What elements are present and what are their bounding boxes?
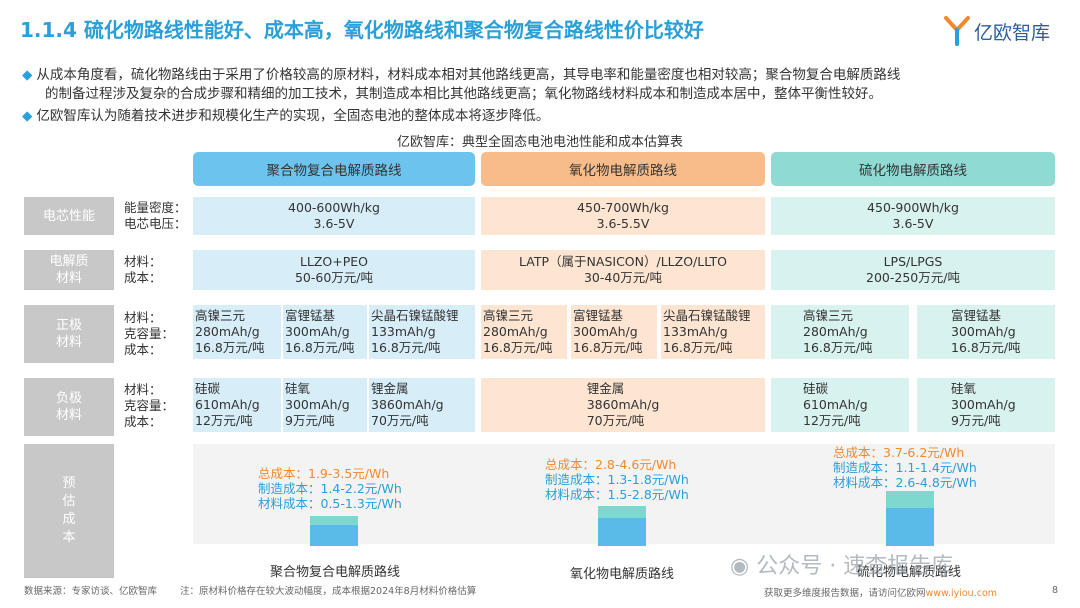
manufacturing-cost-oxide: 制造成本：1.3-1.8元/Wh — [545, 472, 689, 487]
page-title: 1.1.4 硫化物路线性能好、成本高，氧化物路线和聚合物复合路线性价比较好 — [20, 18, 704, 42]
cell-electrolyte-sulfide: LPS/LPGS 200-250万元/吨 — [771, 250, 1055, 290]
wechat-icon: ◉ — [730, 554, 750, 579]
cell-anode-polymer-3: 锂金属 3860mAh/g 70万元/吨 — [369, 378, 475, 432]
cell-cathode-oxide-3: 尖晶石镍锰酸锂 133mAh/g 16.8万元/吨 — [661, 305, 765, 359]
cost-group-polymer: 总成本：1.9-3.5元/Wh 制造成本：1.4-2.2元/Wh 材料成本：0.… — [258, 466, 402, 511]
material-cost-sulfide: 材料成本：2.6-4.8元/Wh — [833, 475, 977, 490]
row-label-cathode: 正极 材料 — [24, 305, 114, 363]
cost-bar-top-sulfide — [886, 491, 934, 508]
cell-anode-polymer-2: 硅氧 300mAh/g 9万元/吨 — [283, 378, 367, 432]
cost-bar-polymer — [310, 516, 358, 546]
cell-electrolyte-oxide: LATP（属于NASICON）/LLZO/LLTO 30-40万元/吨 — [481, 250, 765, 290]
material-cost-oxide: 材料成本：1.5-2.8元/Wh — [545, 487, 689, 502]
table-title: 亿欧智库：典型全固态电池电池性能和成本估算表 — [396, 135, 683, 150]
bullet-marker-icon: ◆ — [22, 67, 33, 83]
material-cost-polymer: 材料成本：0.5-1.3元/Wh — [258, 496, 402, 511]
cost-label-oxide: 氧化物电解质路线 — [570, 567, 675, 582]
cell-performance-polymer: 400-600Wh/kg 3.6-5V — [193, 197, 475, 235]
cell-performance-sulfide: 450-900Wh/kg 3.6-5V — [771, 197, 1055, 235]
cost-group-oxide: 总成本：2.8-4.6元/Wh 制造成本：1.3-1.8元/Wh 材料成本：1.… — [545, 457, 689, 502]
cell-anode-sulfide-1: 硅碳 610mAh/g 12万元/吨 — [771, 378, 909, 432]
cost-bar-bottom-polymer — [310, 525, 358, 546]
cost-bar-bottom-sulfide — [886, 508, 934, 546]
row-keys-electrolyte: 材料： 成本： — [124, 254, 162, 285]
cell-anode-sulfide-2: 硅氧 300mAh/g 9万元/吨 — [917, 378, 1055, 432]
column-header-polymer: 聚合物复合电解质路线 — [193, 152, 475, 186]
manufacturing-cost-sulfide: 制造成本：1.1-1.4元/Wh — [833, 460, 977, 475]
footer-right: 获取更多维度报告数据，请访问亿欧网www.iyiou.com — [764, 588, 998, 599]
row-keys-performance: 能量密度： 电芯电压： — [124, 200, 187, 231]
column-header-oxide: 氧化物电解质路线 — [481, 152, 765, 186]
row-label-performance: 电芯性能 — [24, 197, 114, 235]
cell-cathode-sulfide-2: 富锂锰基 300mAh/g 16.8万元/吨 — [917, 305, 1055, 359]
bullet-1-cont: 的制备过程涉及复杂的合成步骤和精细的加工技术，其制造成本相比其他路线更高；氧化物… — [45, 86, 882, 102]
logo-icon — [944, 16, 970, 46]
row-label-electrolyte: 电解质 材料 — [24, 250, 114, 290]
cell-cathode-polymer-3: 尖晶石镍锰酸锂 133mAh/g 16.8万元/吨 — [369, 305, 475, 359]
bullet-marker-icon: ◆ — [22, 108, 33, 124]
column-header-sulfide: 硫化物电解质路线 — [771, 152, 1055, 186]
cell-electrolyte-polymer: LLZO+PEO 50-60万元/吨 — [193, 250, 475, 290]
cell-anode-polymer-1: 硅碳 610mAh/g 12万元/吨 — [193, 378, 281, 432]
total-cost-polymer: 总成本：1.9-3.5元/Wh — [258, 466, 390, 481]
row-keys-cathode: 材料： 克容量： 成本： — [124, 310, 175, 357]
page-number: 8 — [1052, 585, 1059, 596]
cost-bar-top-oxide — [598, 506, 646, 518]
cell-performance-oxide: 450-700Wh/kg 3.6-5.5V — [481, 197, 765, 235]
logo-text: 亿欧智库 — [974, 21, 1051, 44]
cost-bar-bottom-oxide — [598, 518, 646, 546]
row-label-cost: 预 估 成 本 — [24, 444, 114, 578]
watermark: ◉ 公众号 · 速查报告库 — [730, 554, 954, 579]
bullet-1: ◆ 从成本角度看，硫化物路线由于采用了价格较高的原材料，材料成本相对其他路线更高，… — [22, 67, 901, 83]
cell-cathode-polymer-2: 富锂锰基 300mAh/g 16.8万元/吨 — [283, 305, 367, 359]
cell-cathode-oxide-1: 高镍三元 280mAh/g 16.8万元/吨 — [481, 305, 567, 359]
cost-group-sulfide: 总成本：3.7-6.2元/Wh 制造成本：1.1-1.4元/Wh 材料成本：2.… — [833, 445, 977, 490]
manufacturing-cost-polymer: 制造成本：1.4-2.2元/Wh — [258, 481, 402, 496]
cost-label-sulfide: 硫化物电解质路线 — [857, 565, 962, 580]
cost-label-polymer: 聚合物复合电解质路线 — [270, 565, 401, 580]
row-keys-anode: 材料： 克容量： 成本： — [124, 382, 175, 429]
bullet-2: ◆ 亿欧智库认为随着技术进步和规模化生产的实现，全固态电池的整体成本将逐步降低。 — [22, 108, 550, 124]
cost-bar-oxide — [598, 506, 646, 546]
footer-source: 数据来源：专家访谈、亿欧智库 — [24, 586, 158, 597]
cost-bar-top-polymer — [310, 516, 358, 525]
cell-cathode-polymer-1: 高镍三元 280mAh/g 16.8万元/吨 — [193, 305, 281, 359]
cell-anode-oxide: 锂金属 3860mAh/g 70万元/吨 — [481, 378, 765, 432]
brand-logo: 亿欧智库 — [944, 14, 1064, 48]
cell-cathode-sulfide-1: 高镍三元 280mAh/g 16.8万元/吨 — [771, 305, 909, 359]
cell-cathode-oxide-2: 富锂锰基 300mAh/g 16.8万元/吨 — [571, 305, 657, 359]
row-label-anode: 负极 材料 — [24, 378, 114, 436]
footer-link[interactable]: www.iyiou.com — [925, 588, 998, 599]
footer-note: 注：原材料价格存在较大波动幅度，成本根据2024年8月材料价格估算 — [180, 586, 477, 597]
total-cost-sulfide: 总成本：3.7-6.2元/Wh — [833, 445, 965, 460]
cost-bar-sulfide — [886, 491, 934, 546]
total-cost-oxide: 总成本：2.8-4.6元/Wh — [545, 457, 677, 472]
